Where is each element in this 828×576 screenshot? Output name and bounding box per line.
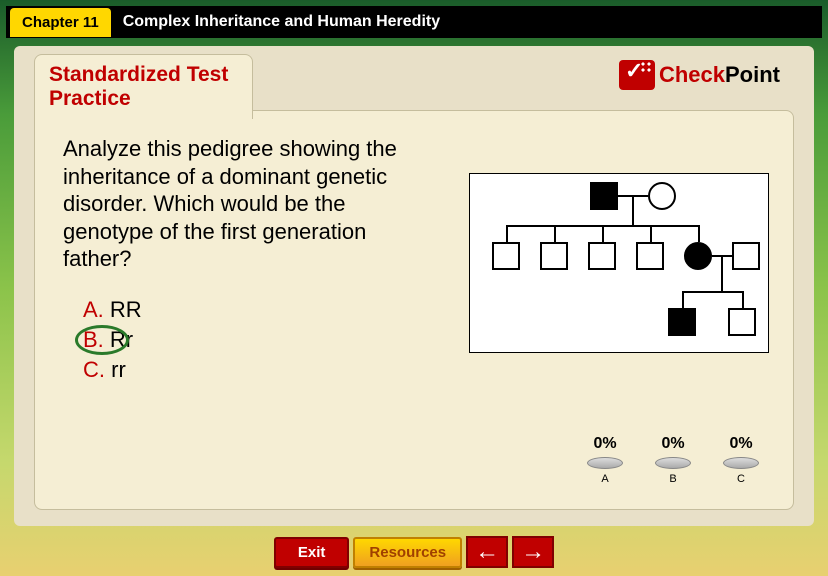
result-oval-icon (587, 457, 623, 469)
folder-tab-line1: Standardized Test (49, 63, 228, 87)
header-title: Complex Inheritance and Human Heredity (123, 13, 440, 31)
pedigree-line (742, 291, 744, 308)
pedigree-diagram (469, 173, 769, 353)
pedigree-female-affected (684, 242, 712, 270)
pedigree-male (728, 308, 756, 336)
checkpoint-text: CheckPoint (659, 62, 780, 88)
result-a: 0% A (587, 435, 623, 485)
bottom-nav-bar: Exit Resources ← → (0, 536, 828, 568)
pedigree-line (632, 195, 634, 225)
content-area: Standardized Test Practice CheckPoint An… (14, 46, 814, 526)
checkmark-icon (619, 60, 655, 90)
result-b: 0% B (655, 435, 691, 485)
result-c: 0% C (723, 435, 759, 485)
result-oval-icon (723, 457, 759, 469)
question-text: Analyze this pedigree showing the inheri… (63, 135, 433, 273)
slide-frame: Chapter 11 Complex Inheritance and Human… (0, 0, 828, 576)
next-arrow-button[interactable]: → (512, 536, 554, 568)
pedigree-male (636, 242, 664, 270)
checkpoint-text-2: Point (725, 62, 780, 87)
pedigree-male-affected (668, 308, 696, 336)
prev-arrow-button[interactable]: ← (466, 536, 508, 568)
folder-body: Analyze this pedigree showing the inheri… (34, 110, 794, 510)
pedigree-line (698, 225, 700, 242)
exit-button[interactable]: Exit (274, 537, 350, 568)
pedigree-male (588, 242, 616, 270)
pedigree-male (540, 242, 568, 270)
pedigree-line (682, 291, 684, 308)
pedigree-line (721, 255, 723, 291)
pedigree-male (732, 242, 760, 270)
answer-c-genotype: rr (111, 357, 126, 382)
result-a-pct: 0% (587, 435, 623, 453)
answer-c[interactable]: C. rr (83, 357, 765, 383)
result-b-pct: 0% (655, 435, 691, 453)
poll-results: 0% A 0% B 0% C (587, 435, 759, 485)
answer-c-letter: C. (83, 357, 105, 382)
folder-tab-line2: Practice (49, 87, 228, 111)
pedigree-male-affected (590, 182, 618, 210)
answer-a-genotype: RR (110, 297, 142, 322)
checkpoint-text-1: Check (659, 62, 725, 87)
folder-tab: Standardized Test Practice (34, 54, 253, 119)
result-a-label: A (587, 473, 623, 485)
correct-indicator-icon (75, 325, 129, 355)
pedigree-male (492, 242, 520, 270)
pedigree-line (506, 225, 508, 242)
chapter-tab: Chapter 11 (10, 8, 111, 37)
pedigree-line (554, 225, 556, 242)
pedigree-female (648, 182, 676, 210)
pedigree-line (602, 225, 604, 242)
pedigree-line (682, 291, 742, 293)
header-bar: Chapter 11 Complex Inheritance and Human… (6, 6, 822, 38)
pedigree-line (650, 225, 652, 242)
result-c-pct: 0% (723, 435, 759, 453)
answer-a-letter: A. (83, 297, 104, 322)
resources-button[interactable]: Resources (353, 537, 462, 568)
result-oval-icon (655, 457, 691, 469)
result-b-label: B (655, 473, 691, 485)
result-c-label: C (723, 473, 759, 485)
checkpoint-logo: CheckPoint (619, 60, 780, 90)
